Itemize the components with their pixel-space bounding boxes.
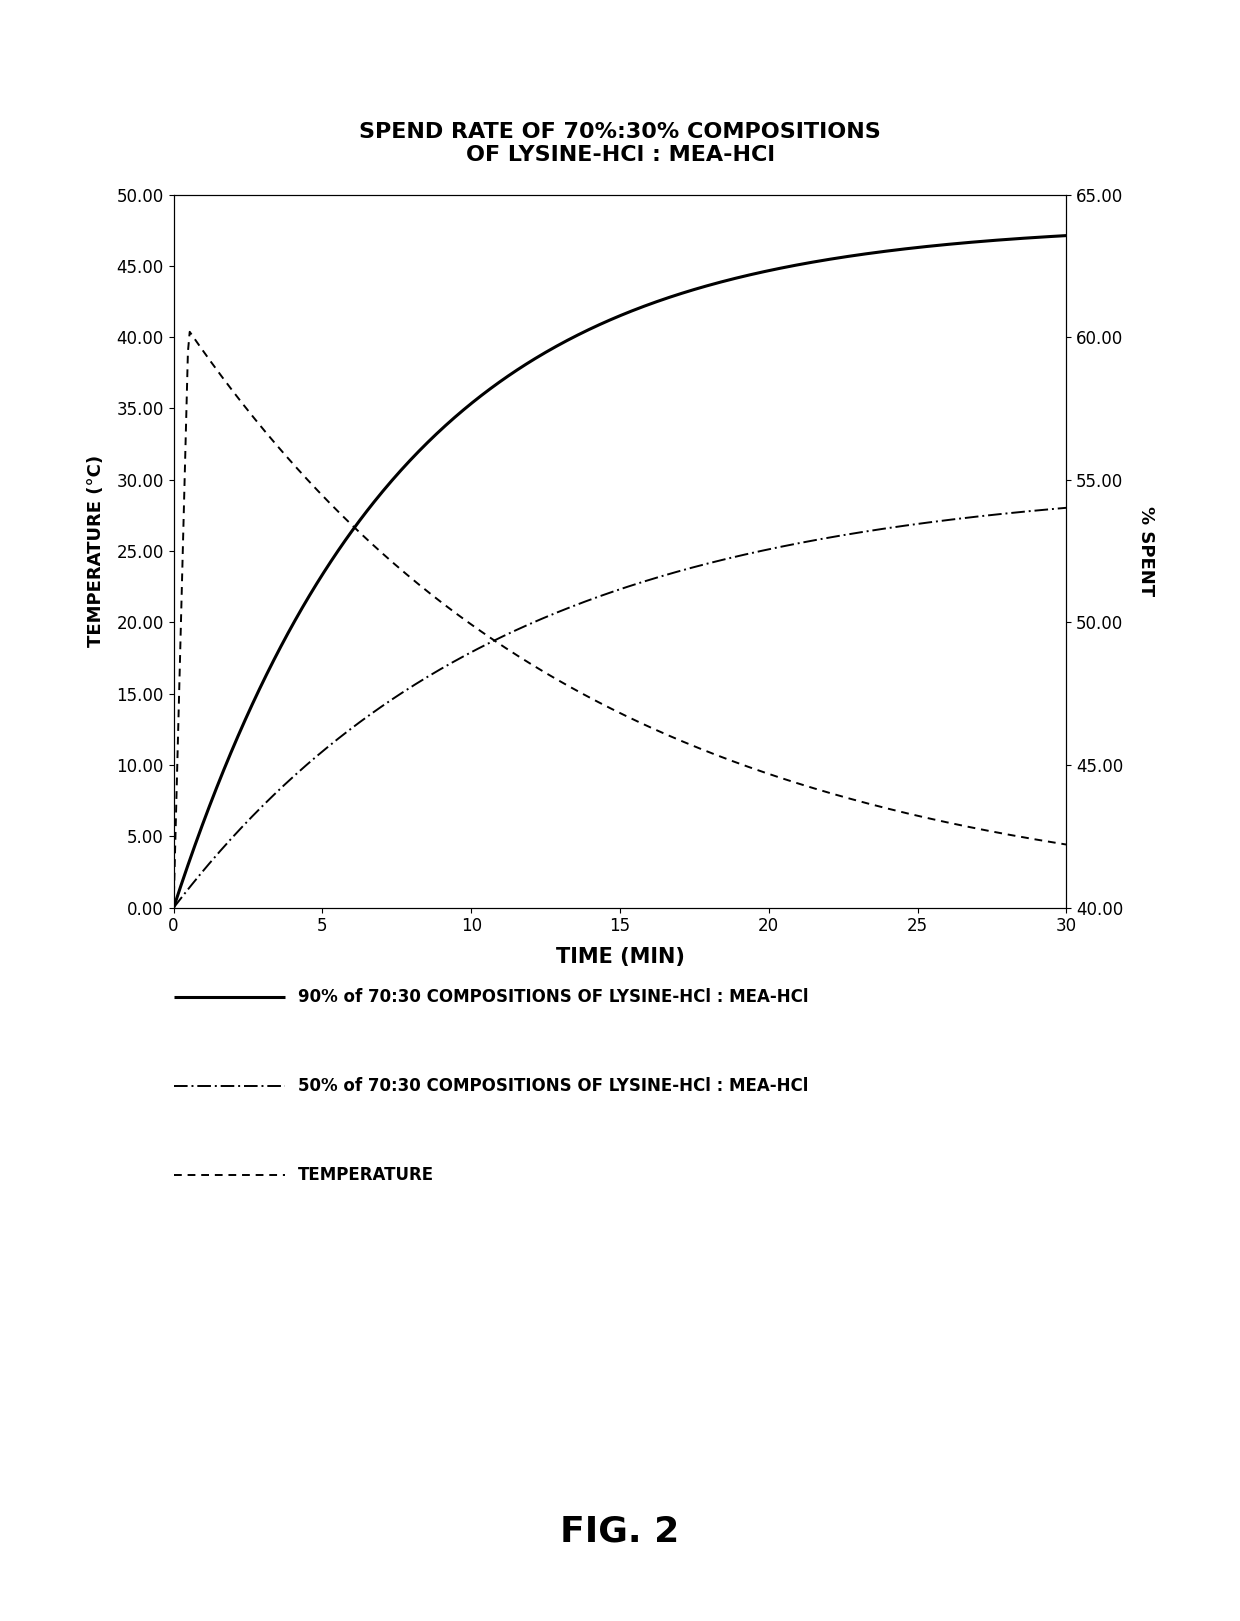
Text: FIG. 2: FIG. 2 bbox=[560, 1516, 680, 1548]
Text: 90% of 70:30 COMPOSITIONS OF LYSINE-HCl : MEA-HCl: 90% of 70:30 COMPOSITIONS OF LYSINE-HCl … bbox=[298, 987, 808, 1007]
Text: TEMPERATURE: TEMPERATURE bbox=[298, 1165, 434, 1185]
Text: SPEND RATE OF 70%:30% COMPOSITIONS
OF LYSINE-HCl : MEA-HCl: SPEND RATE OF 70%:30% COMPOSITIONS OF LY… bbox=[360, 122, 880, 165]
X-axis label: TIME (MIN): TIME (MIN) bbox=[556, 947, 684, 966]
Text: 50% of 70:30 COMPOSITIONS OF LYSINE-HCl : MEA-HCl: 50% of 70:30 COMPOSITIONS OF LYSINE-HCl … bbox=[298, 1076, 808, 1096]
Y-axis label: TEMPERATURE (°C): TEMPERATURE (°C) bbox=[87, 456, 105, 647]
Y-axis label: % SPENT: % SPENT bbox=[1137, 506, 1156, 597]
